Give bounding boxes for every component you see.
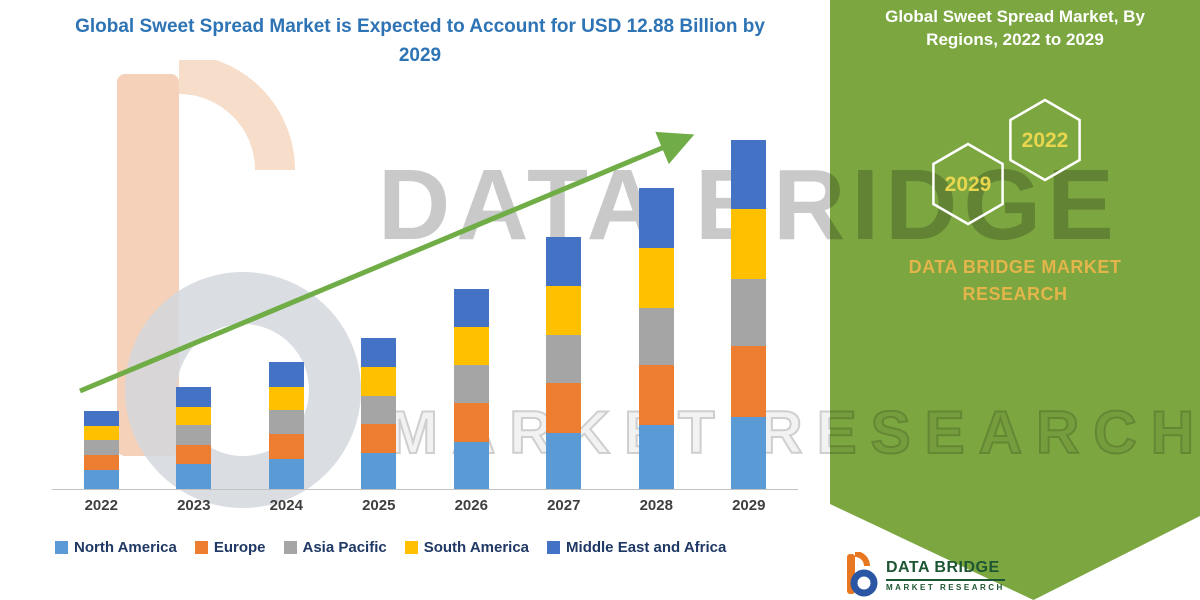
legend-label: Asia Pacific [302,539,387,556]
legend-swatch [404,541,418,554]
legend-label: South America [423,539,530,556]
bar-column [55,140,148,490]
bar-segment [546,286,582,336]
chart-area: Global Sweet Spread Market is Expected t… [52,16,798,556]
stacked-bar-2024 [268,362,304,490]
legend-item: Middle East and Africa [547,539,726,556]
x-axis-label: 2023 [177,497,211,514]
bar-segment [731,279,767,346]
bar-segment [731,416,767,490]
bar-segment [268,410,304,435]
bar-segment [176,464,212,490]
footer-brand-name: DATA BRIDGE [886,558,1000,576]
bar-segment [546,237,582,287]
bar-segment [361,337,397,368]
bar-segment [453,442,489,490]
x-axis-label: 2025 [362,497,396,514]
bar-segment [453,289,489,328]
x-axis-label: 2029 [732,497,766,514]
bar-segment [83,454,119,470]
stacked-bar-2023 [176,386,212,490]
bar-column [333,140,426,490]
bar-segment [731,208,767,280]
x-axis-labels: 2022 2023 2024 2025 2026 2027 2028 2029 [55,497,795,514]
legend-label: North America [74,539,177,556]
bar-segment [361,395,397,425]
bar-segment [546,432,582,490]
bar-segment [638,365,674,425]
bar-segment [453,403,489,443]
bar-segment [361,367,397,396]
bar-segment [731,139,767,209]
bar-segment [268,458,304,490]
legend-swatch [283,541,297,554]
bar-segment [361,424,397,454]
bar-segment [83,411,119,427]
x-axis-label: 2028 [639,497,673,514]
data-bridge-logo-icon [847,552,878,597]
bar-segment [546,382,582,433]
legend-swatch [194,541,208,554]
stacked-bar-2029 [731,139,767,490]
legend-item: Asia Pacific [283,539,387,556]
x-axis-label: 2022 [84,497,118,514]
legend-swatch [547,541,561,554]
footer-brand-sub: MARKET RESEARCH [886,578,1005,592]
bar-column [610,140,703,490]
side-panel-background [830,0,1200,600]
bar-segment [361,453,397,490]
bar-segment [176,386,212,407]
chart-title: Global Sweet Spread Market is Expected t… [75,16,765,67]
bar-segment [453,327,489,366]
bar-column [425,140,518,490]
bar-segment [268,434,304,459]
trend-arrow [79,131,695,394]
bar-segment [638,248,674,308]
plot-area [55,139,796,490]
bar-column [518,140,611,490]
legend-swatch [55,541,68,554]
bar-segment [83,439,119,455]
x-axis-label: 2027 [547,497,581,514]
bar-segment [83,469,119,490]
chart-legend: North America Europe Asia Pacific South Ame… [55,539,795,556]
footer-logo: DATA BRIDGE MARKET RESEARCH [842,552,1005,598]
bar-segment [546,335,582,383]
bar-segment [176,425,212,445]
x-axis-line [52,489,798,490]
legend-label: Middle East and Africa [566,539,727,556]
bar-segment [176,444,212,465]
bar-segment [83,426,119,440]
bar-segment [731,345,767,417]
bar-segment [268,362,304,388]
bar-segment [268,387,304,411]
legend-item: South America [404,539,530,556]
bar-segment [638,188,674,249]
legend-label: Europe [213,539,266,556]
bar-column [703,139,796,490]
stacked-bar-2028 [638,188,674,490]
legend-item: Europe [194,539,266,556]
stacked-bar-2027 [546,237,582,490]
legend-item: North America [55,539,177,556]
bar-segment [638,307,674,366]
bar-segment [176,406,212,426]
x-axis-label: 2024 [269,497,303,514]
x-axis-label: 2026 [454,497,488,514]
bar-column [148,140,241,490]
bar-column [240,140,333,490]
stacked-bar-2022 [83,411,119,490]
bar-segment [638,424,674,490]
bar-segment [453,365,489,404]
stacked-bar-2026 [453,289,489,490]
stacked-bar-2025 [361,337,397,490]
